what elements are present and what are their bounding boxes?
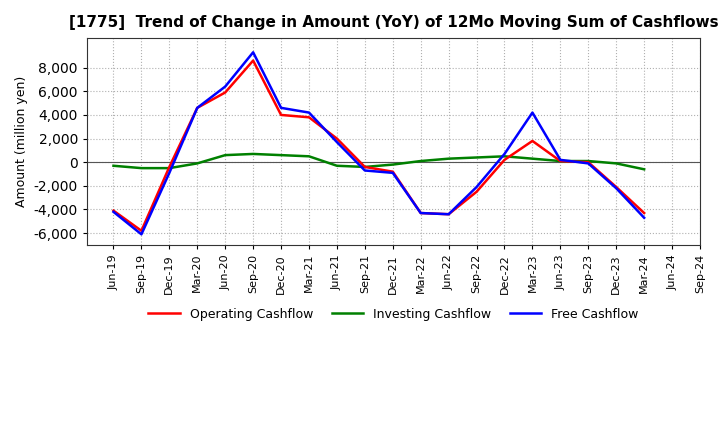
Operating Cashflow xyxy=(416,210,425,216)
Operating Cashflow xyxy=(137,228,145,233)
Free Cashflow xyxy=(165,170,174,176)
Operating Cashflow xyxy=(389,169,397,174)
Investing Cashflow xyxy=(221,153,230,158)
Line: Operating Cashflow: Operating Cashflow xyxy=(114,61,644,231)
Investing Cashflow xyxy=(137,165,145,171)
Line: Investing Cashflow: Investing Cashflow xyxy=(114,154,644,169)
Legend: Operating Cashflow, Investing Cashflow, Free Cashflow: Operating Cashflow, Investing Cashflow, … xyxy=(143,303,644,326)
Investing Cashflow xyxy=(193,161,202,166)
Investing Cashflow xyxy=(361,164,369,169)
Y-axis label: Amount (million yen): Amount (million yen) xyxy=(15,76,28,207)
Operating Cashflow xyxy=(472,189,481,194)
Free Cashflow xyxy=(444,212,453,217)
Free Cashflow xyxy=(361,168,369,173)
Free Cashflow xyxy=(193,105,202,110)
Investing Cashflow xyxy=(584,158,593,164)
Free Cashflow xyxy=(305,110,313,115)
Investing Cashflow xyxy=(444,156,453,161)
Operating Cashflow xyxy=(305,115,313,120)
Operating Cashflow xyxy=(444,212,453,217)
Free Cashflow xyxy=(640,215,649,220)
Operating Cashflow xyxy=(500,157,509,162)
Line: Free Cashflow: Free Cashflow xyxy=(114,52,644,235)
Free Cashflow xyxy=(137,232,145,237)
Free Cashflow xyxy=(276,105,285,110)
Operating Cashflow xyxy=(640,210,649,216)
Investing Cashflow xyxy=(612,161,621,166)
Investing Cashflow xyxy=(472,155,481,160)
Operating Cashflow xyxy=(361,164,369,169)
Operating Cashflow xyxy=(193,105,202,110)
Free Cashflow xyxy=(500,151,509,157)
Free Cashflow xyxy=(109,209,118,214)
Free Cashflow xyxy=(556,157,564,162)
Investing Cashflow xyxy=(109,163,118,169)
Operating Cashflow xyxy=(556,158,564,164)
Title: [1775]  Trend of Change in Amount (YoY) of 12Mo Moving Sum of Cashflows: [1775] Trend of Change in Amount (YoY) o… xyxy=(68,15,719,30)
Free Cashflow xyxy=(612,186,621,191)
Operating Cashflow xyxy=(221,90,230,95)
Free Cashflow xyxy=(389,170,397,176)
Operating Cashflow xyxy=(276,112,285,117)
Operating Cashflow xyxy=(612,184,621,190)
Operating Cashflow xyxy=(584,160,593,165)
Investing Cashflow xyxy=(556,158,564,164)
Investing Cashflow xyxy=(500,154,509,159)
Free Cashflow xyxy=(249,50,258,55)
Operating Cashflow xyxy=(528,138,536,143)
Investing Cashflow xyxy=(416,158,425,164)
Free Cashflow xyxy=(416,210,425,216)
Investing Cashflow xyxy=(389,162,397,167)
Investing Cashflow xyxy=(333,163,341,169)
Free Cashflow xyxy=(221,84,230,89)
Free Cashflow xyxy=(528,110,536,115)
Investing Cashflow xyxy=(249,151,258,157)
Free Cashflow xyxy=(584,161,593,166)
Operating Cashflow xyxy=(109,208,118,213)
Free Cashflow xyxy=(333,139,341,145)
Free Cashflow xyxy=(472,184,481,190)
Investing Cashflow xyxy=(165,165,174,171)
Operating Cashflow xyxy=(249,58,258,63)
Investing Cashflow xyxy=(305,154,313,159)
Operating Cashflow xyxy=(333,136,341,141)
Investing Cashflow xyxy=(276,153,285,158)
Investing Cashflow xyxy=(640,167,649,172)
Operating Cashflow xyxy=(165,164,174,169)
Investing Cashflow xyxy=(528,156,536,161)
